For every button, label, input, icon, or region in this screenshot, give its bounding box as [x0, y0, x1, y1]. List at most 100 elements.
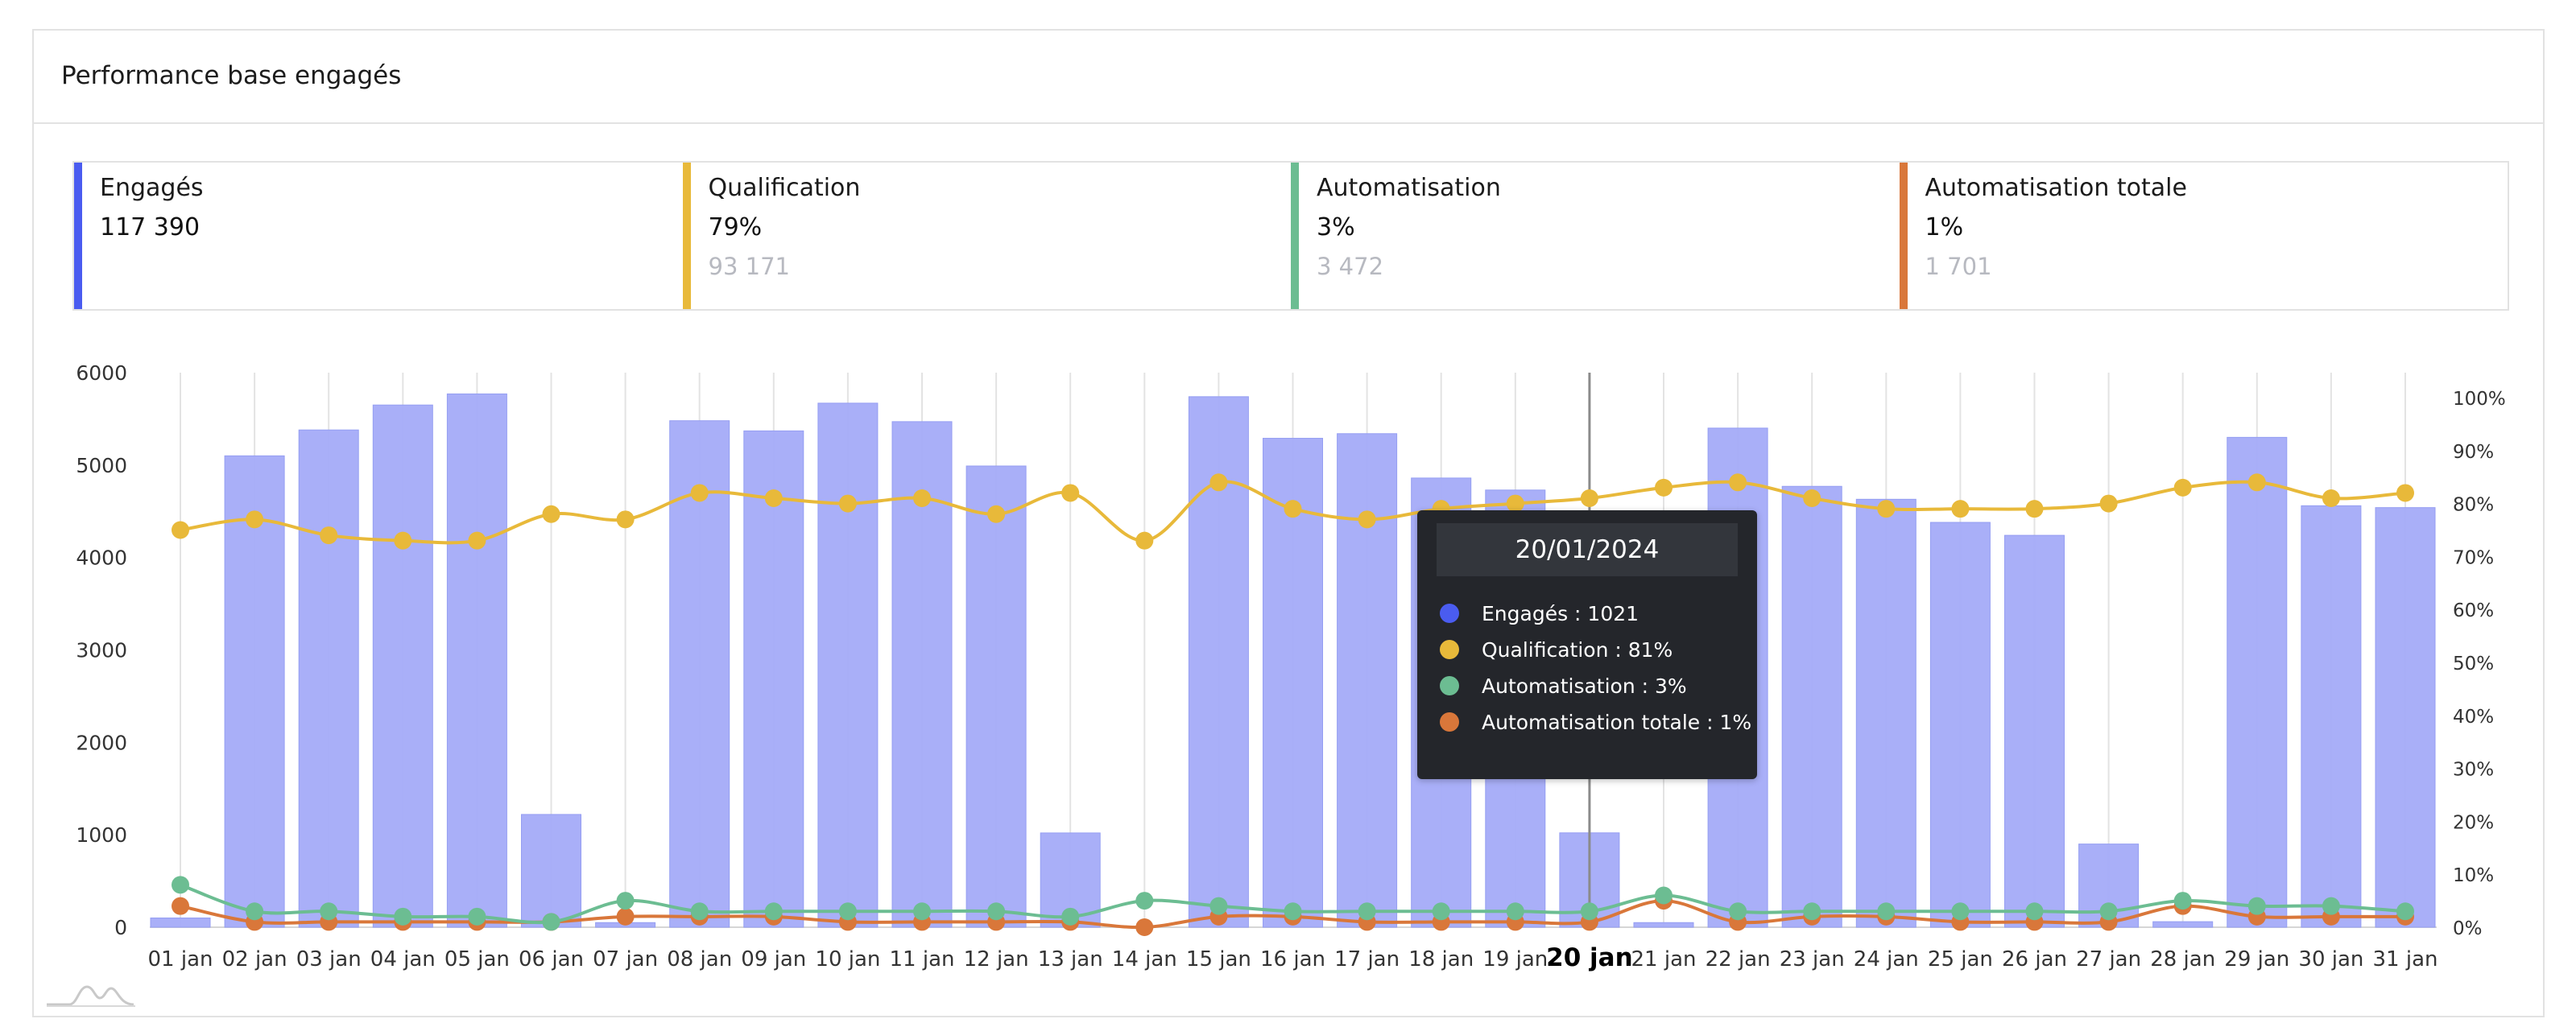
- legend-dot: [1440, 712, 1459, 732]
- x-tick-label: 14 jan: [1112, 947, 1177, 971]
- series-point: [764, 489, 783, 508]
- bar: [372, 404, 433, 928]
- bar: [446, 393, 507, 928]
- kpi-sub: 3 472: [1317, 253, 1384, 280]
- series-point: [1061, 907, 1080, 926]
- legend-dot: [1440, 604, 1459, 623]
- bar: [965, 465, 1027, 928]
- y-left-tick-label: 6000: [76, 361, 127, 385]
- x-tick-label: 13 jan: [1038, 947, 1103, 971]
- tooltip-row-text: Qualification : 81%: [1482, 637, 1673, 662]
- series-point: [2396, 902, 2414, 921]
- series-point: [838, 902, 857, 921]
- x-tick-label: 10 jan: [815, 947, 880, 971]
- series-point: [320, 526, 338, 545]
- bar: [743, 430, 804, 928]
- kpi-qualification[interactable]: Qualification 79% 93 171: [682, 163, 1292, 309]
- kpi-value: 117 390: [100, 213, 201, 241]
- series-point: [1951, 902, 1970, 921]
- series-point: [2099, 494, 2118, 513]
- series-point: [394, 531, 412, 550]
- x-tick-label: 29 jan: [2224, 947, 2289, 971]
- series-point: [1284, 902, 1302, 921]
- series-point: [246, 902, 264, 921]
- series-point: [468, 531, 486, 550]
- kpi-label: Automatisation totale: [1925, 174, 2187, 202]
- series-point: [1580, 902, 1598, 921]
- series-point: [542, 505, 560, 523]
- series-point: [1729, 473, 1747, 492]
- x-tick-label: 11 jan: [890, 947, 955, 971]
- series-point: [690, 902, 709, 921]
- series-point: [172, 897, 189, 915]
- series-point: [616, 510, 635, 529]
- x-tick-label: 30 jan: [2298, 947, 2363, 971]
- series-point: [2099, 902, 2118, 921]
- x-tick-label: 19 jan: [1482, 947, 1548, 971]
- card-title: Performance base engagés: [61, 61, 402, 90]
- series-point: [1135, 918, 1154, 936]
- series-point: [987, 505, 1006, 523]
- series-point: [1209, 897, 1228, 915]
- x-tick-label: 16 jan: [1260, 947, 1325, 971]
- tooltip-row-automatisation-totale: Automatisation totale : 1%: [1440, 707, 1751, 736]
- bar: [298, 429, 359, 928]
- y-right-tick-label: 90%: [2453, 442, 2494, 463]
- tooltip-row-text: Automatisation : 3%: [1482, 674, 1687, 698]
- x-tick-label: 15 jan: [1186, 947, 1251, 971]
- series-point: [690, 484, 709, 502]
- series-point: [1358, 510, 1376, 529]
- series-point: [2322, 489, 2340, 508]
- kpi-value: 1%: [1925, 213, 1964, 241]
- series-point: [2025, 902, 2044, 921]
- kpi-automatisation-totale[interactable]: Automatisation totale 1% 1 701: [1899, 163, 2508, 309]
- x-tick-label: 27 jan: [2076, 947, 2141, 971]
- kpi-label: Qualification: [708, 174, 861, 202]
- y-left-tick-label: 1000: [76, 823, 127, 847]
- y-right-tick-label: 10%: [2453, 865, 2494, 886]
- tooltip-row-text: Engagés : 1021: [1482, 601, 1639, 625]
- x-tick-label: 31 jan: [2373, 947, 2438, 971]
- series-point: [1209, 473, 1228, 492]
- x-tick-label: 25 jan: [1928, 947, 1993, 971]
- x-tick-label: 23 jan: [1780, 947, 1845, 971]
- x-tick-label: 08 jan: [667, 947, 732, 971]
- bar: [224, 455, 285, 928]
- tooltip-row-qualification: Qualification : 81%: [1440, 635, 1673, 664]
- y-left-tick-label: 2000: [76, 731, 127, 754]
- bar: [817, 402, 879, 928]
- series-point: [1135, 531, 1154, 550]
- series-point: [764, 902, 783, 921]
- x-tick-label: 22 jan: [1706, 947, 1771, 971]
- x-tick-label: 24 jan: [1854, 947, 1919, 971]
- series-point: [320, 902, 338, 921]
- bar: [1633, 922, 1694, 928]
- x-tick-label: 09 jan: [741, 947, 806, 971]
- tooltip-row-automatisation: Automatisation : 3%: [1440, 671, 1687, 700]
- series-point: [838, 494, 857, 513]
- series-point: [1951, 500, 1970, 518]
- y-right-tick-label: 100%: [2453, 389, 2506, 410]
- legend-dot: [1440, 676, 1459, 695]
- x-tick-label: 17 jan: [1334, 947, 1400, 971]
- y-right-tick-label: 40%: [2453, 707, 2494, 728]
- series-point: [987, 902, 1006, 921]
- series-point: [1877, 902, 1896, 921]
- kpi-value: 79%: [708, 213, 763, 241]
- bar: [150, 918, 211, 928]
- x-tick-label: 21 jan: [1631, 947, 1697, 971]
- bar: [2004, 534, 2065, 928]
- series-point: [1358, 902, 1376, 921]
- sparkline-logo-icon: [47, 985, 135, 1007]
- series-point: [2173, 478, 2192, 497]
- series-point: [913, 902, 931, 921]
- kpi-automatisation[interactable]: Automatisation 3% 3 472: [1291, 163, 1900, 309]
- series-point: [542, 913, 560, 931]
- bar: [1929, 522, 1991, 928]
- kpi-value: 3%: [1317, 213, 1355, 241]
- tooltip-date: 20/01/2024: [1437, 523, 1738, 576]
- kpi-engages[interactable]: Engagés 117 390: [74, 163, 683, 309]
- series-point: [1877, 500, 1896, 518]
- series-point: [1432, 902, 1450, 921]
